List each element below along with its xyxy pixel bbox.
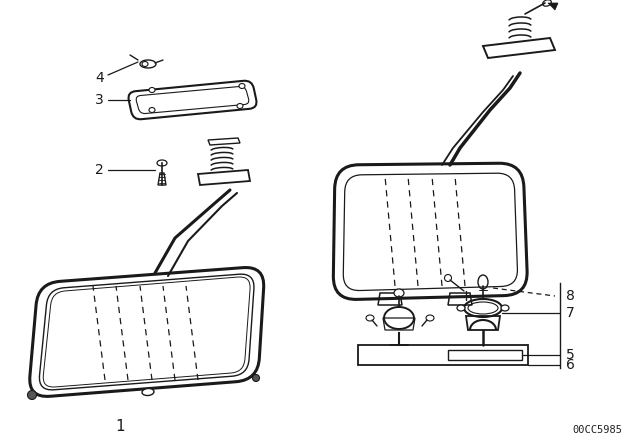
Text: 5: 5 [566, 348, 575, 362]
Ellipse shape [457, 305, 465, 311]
Text: 8: 8 [566, 289, 575, 303]
Polygon shape [548, 3, 558, 10]
Text: 4: 4 [95, 71, 104, 85]
Text: 3: 3 [95, 93, 104, 107]
Ellipse shape [149, 108, 155, 112]
Text: 6: 6 [566, 358, 575, 372]
Ellipse shape [366, 315, 374, 321]
Ellipse shape [394, 289, 404, 297]
Ellipse shape [149, 87, 155, 92]
Ellipse shape [142, 388, 154, 396]
Ellipse shape [543, 0, 551, 6]
Text: 2: 2 [95, 163, 104, 177]
Ellipse shape [28, 391, 36, 400]
Ellipse shape [426, 315, 434, 321]
Ellipse shape [239, 83, 245, 89]
Ellipse shape [253, 375, 259, 382]
Ellipse shape [237, 103, 243, 108]
Ellipse shape [157, 160, 167, 166]
Ellipse shape [501, 305, 509, 311]
Text: 00CC5985: 00CC5985 [572, 425, 622, 435]
Text: 1: 1 [115, 418, 125, 434]
Text: 7: 7 [566, 306, 575, 320]
